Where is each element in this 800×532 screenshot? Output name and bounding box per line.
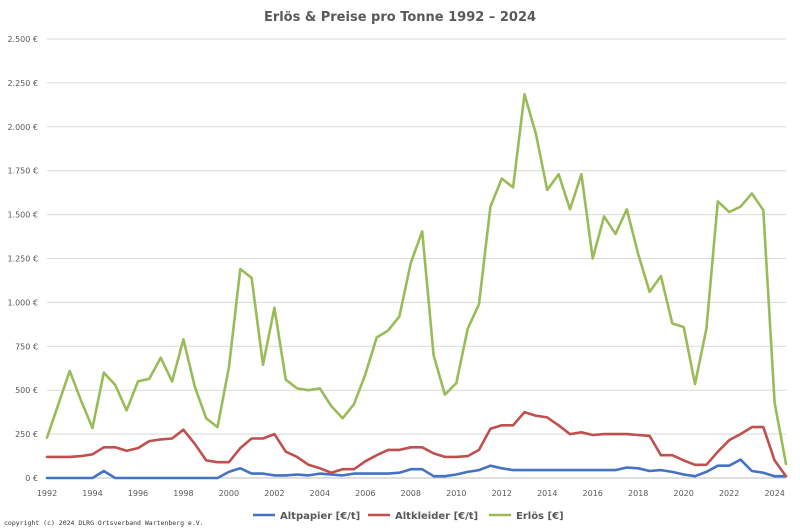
- x-tick-label: 1996: [128, 489, 148, 498]
- x-axis-tick-labels: 1992 1994 1996 1998 2000 2002 2004 2006 2008 2010…: [37, 489, 785, 498]
- legend-label: Altkleider [€/t]: [395, 511, 478, 522]
- legend-item: Altpapier [€/t]: [253, 511, 360, 522]
- y-axis-tick-labels: 0 € 250 € 500 € 750 € 1.000 € 1.250 € 1.500 € 1…: [7, 35, 38, 483]
- series-line-erlös: [45, 93, 788, 466]
- y-tick-label: 1.500 €: [7, 211, 38, 220]
- legend-label: Altpapier [€/t]: [280, 511, 360, 522]
- x-tick-label: 2002: [264, 489, 284, 498]
- y-tick-label: 0 €: [25, 474, 38, 483]
- y-tick-label: 2.250 €: [7, 79, 38, 88]
- x-tick-label: 2016: [583, 489, 603, 498]
- y-tick-label: 500 €: [15, 386, 38, 395]
- x-tick-label: 2020: [673, 489, 693, 498]
- x-tick-label: 2006: [355, 489, 375, 498]
- legend-label: Erlös [€]: [516, 511, 564, 522]
- x-tick-label: 2010: [446, 489, 466, 498]
- series-lines: [45, 93, 788, 480]
- y-tick-label: 1.250 €: [7, 255, 38, 264]
- y-tick-label: 1.000 €: [7, 298, 38, 307]
- y-tick-label: 1.750 €: [7, 167, 38, 176]
- x-tick-label: 2022: [719, 489, 739, 498]
- y-tick-label: 2.500 €: [7, 35, 38, 44]
- x-tick-label: 2012: [492, 489, 512, 498]
- legend: Altpapier [€/t] Altkleider [€/t] Erlös [€]: [253, 511, 564, 522]
- x-tick-label: 1998: [173, 489, 193, 498]
- x-tick-label: 1994: [82, 489, 102, 498]
- series-line-altpapier-t: [45, 458, 788, 480]
- y-tick-label: 250 €: [15, 430, 38, 439]
- x-tick-label: 2018: [628, 489, 648, 498]
- gridlines: [47, 38, 786, 479]
- x-tick-label: 2024: [764, 489, 784, 498]
- legend-item: Altkleider [€/t]: [368, 511, 478, 522]
- x-tick-label: 2000: [219, 489, 239, 498]
- x-tick-label: 2014: [537, 489, 557, 498]
- series-line-altkleider-t: [45, 410, 788, 478]
- x-tick-label: 2004: [310, 489, 330, 498]
- y-tick-label: 750 €: [15, 342, 38, 351]
- chart-title: Erlös & Preise pro Tonne 1992 – 2024: [264, 10, 536, 25]
- legend-item: Erlös [€]: [489, 511, 564, 522]
- x-tick-label: 1992: [37, 489, 57, 498]
- y-tick-label: 2.000 €: [7, 123, 38, 132]
- copyright-footer: copyright (c) 2024 DLRG Ortsverband Wart…: [4, 519, 204, 527]
- x-tick-label: 2008: [401, 489, 421, 498]
